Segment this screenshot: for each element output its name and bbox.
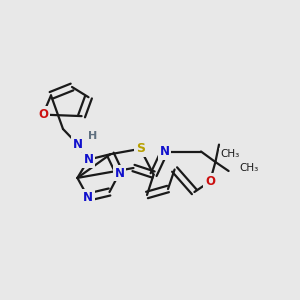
Text: CH₃: CH₃ — [239, 163, 258, 173]
Text: S: S — [136, 142, 145, 155]
Text: CH₃: CH₃ — [220, 149, 240, 159]
Text: N: N — [72, 137, 82, 151]
Text: N: N — [159, 145, 170, 158]
Text: N: N — [83, 190, 93, 204]
Text: O: O — [205, 175, 215, 188]
Text: H: H — [88, 130, 97, 141]
Text: O: O — [38, 108, 48, 121]
Text: N: N — [114, 167, 124, 180]
Text: N: N — [83, 153, 94, 166]
